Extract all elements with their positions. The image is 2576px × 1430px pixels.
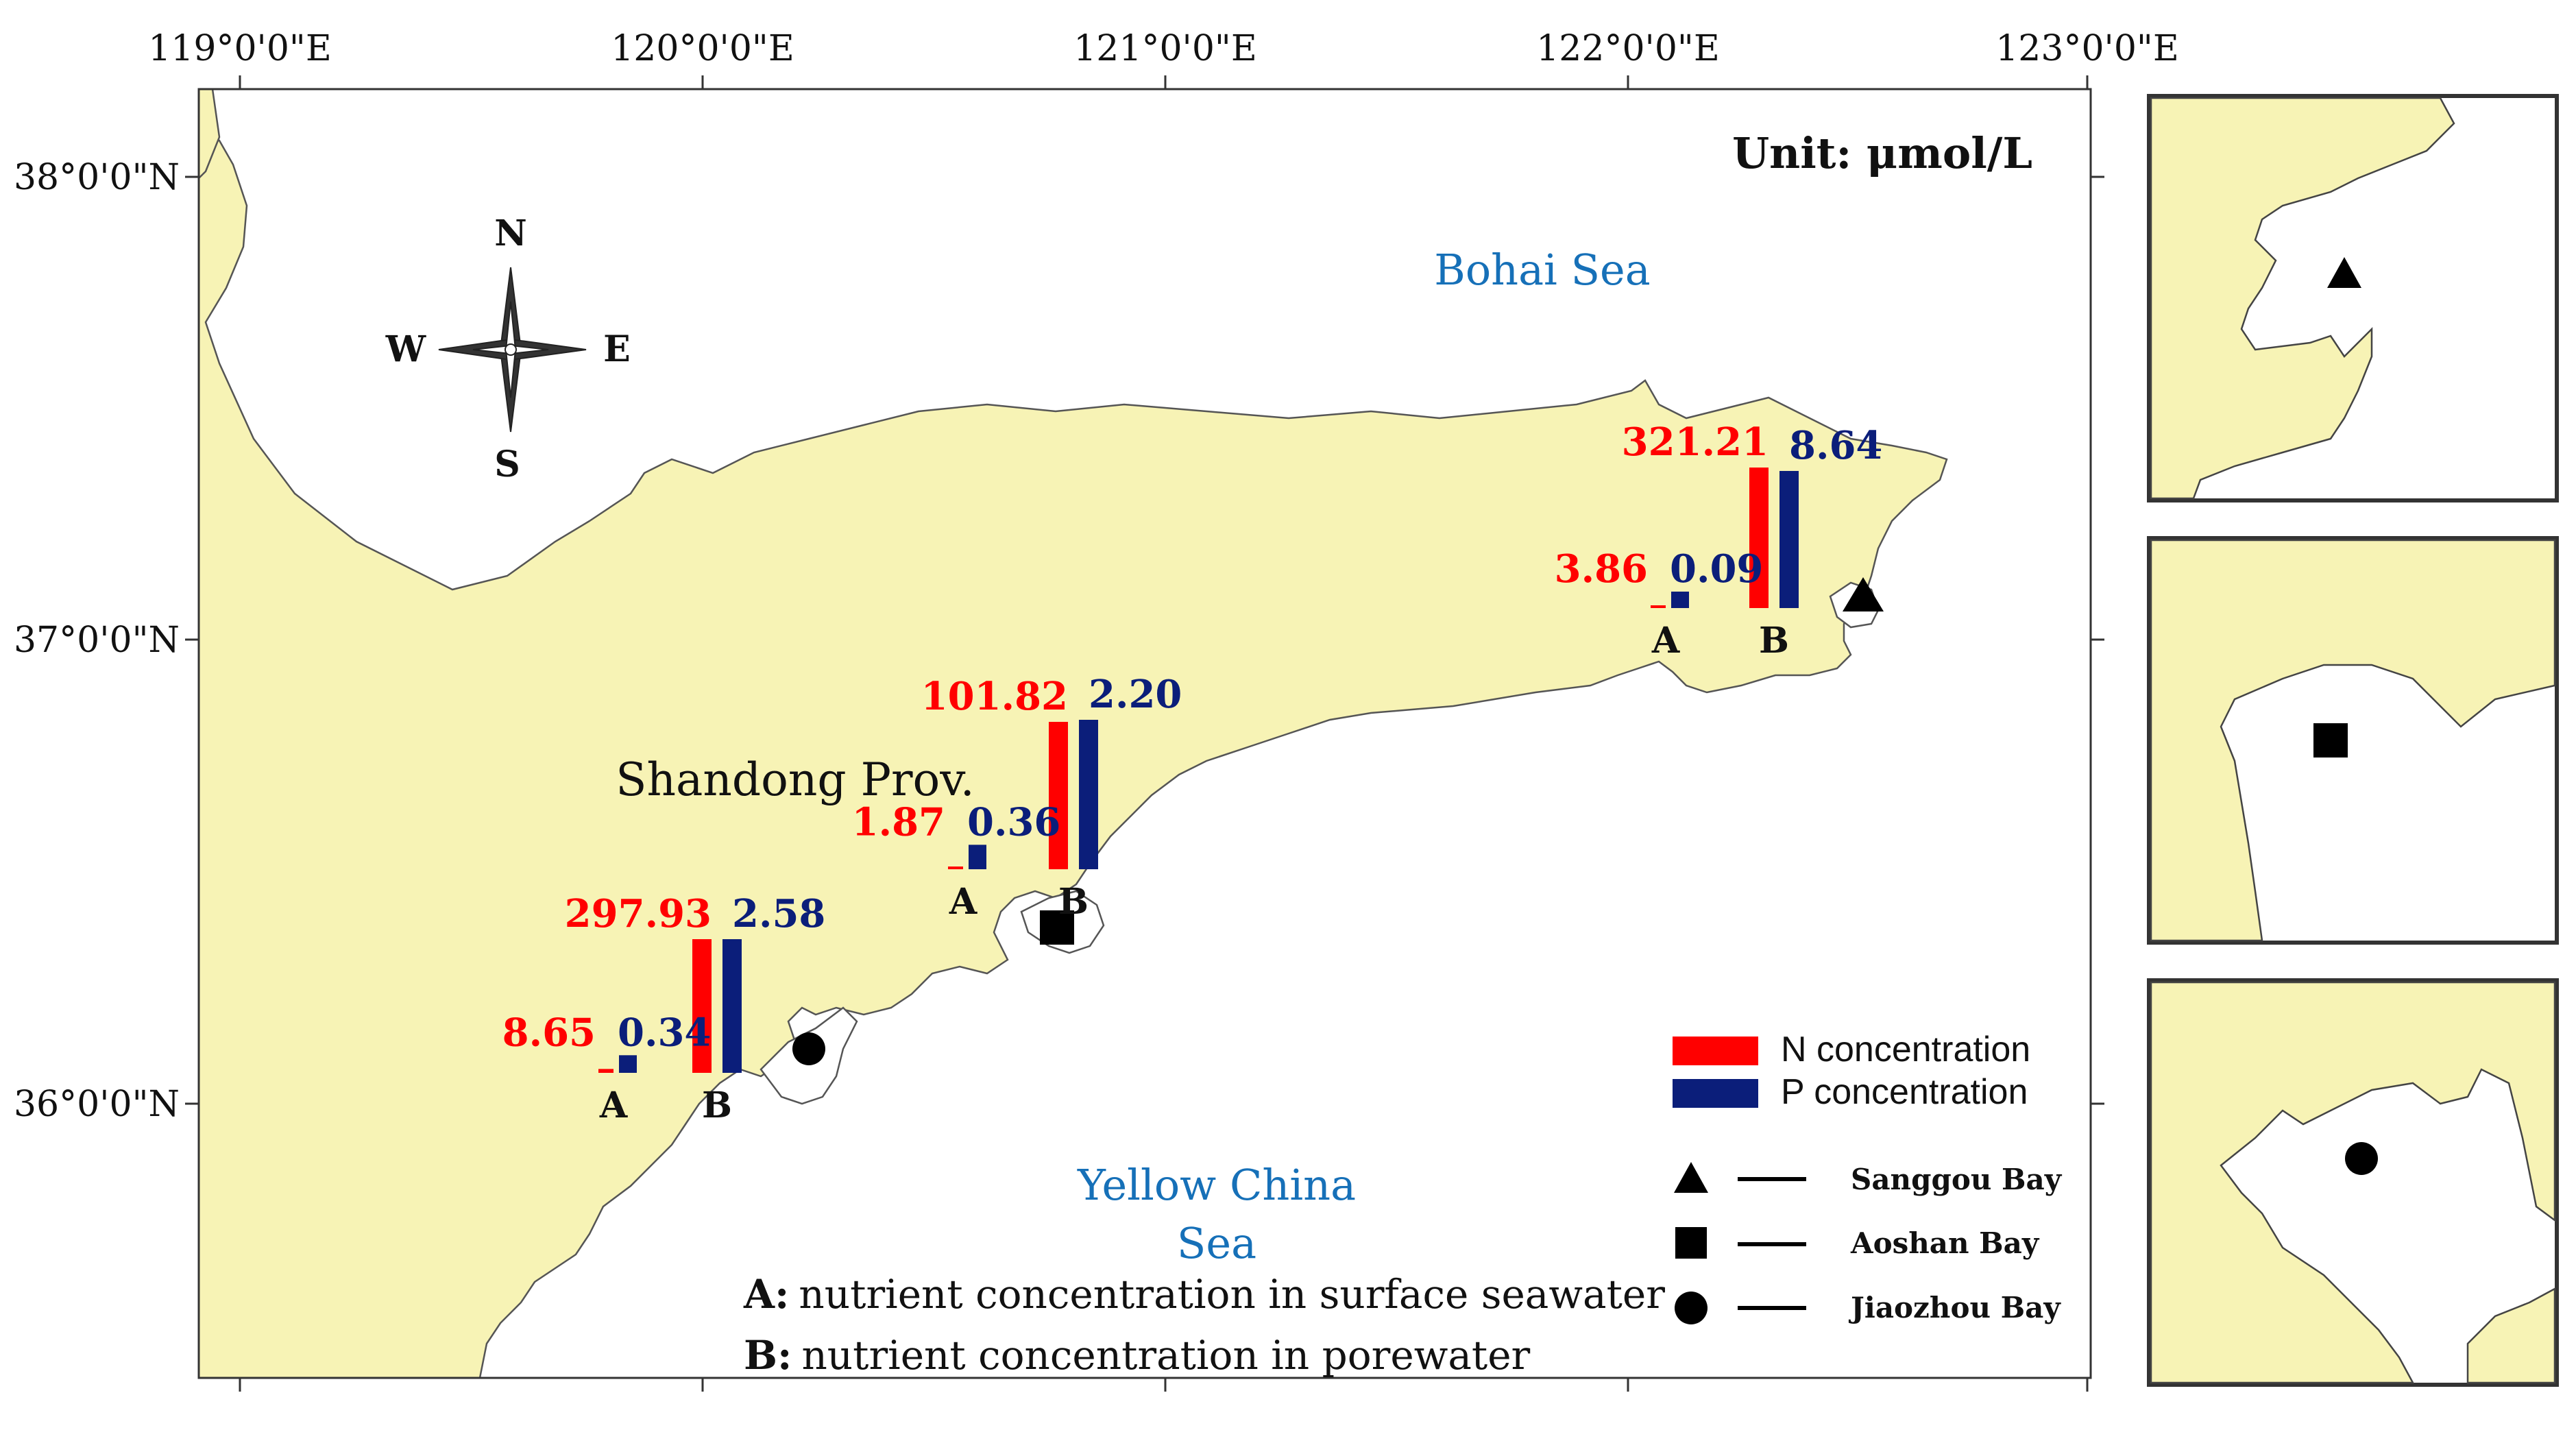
label-jiaozhou-bay-A-P: 0.34 (618, 1010, 711, 1055)
compass-n: N (494, 213, 527, 254)
note-b-key: B: (744, 1332, 792, 1379)
bar-jiaozhou-bay-A-N (598, 1069, 613, 1073)
site-legend-sanggou: Sanggou Bay (1851, 1163, 2063, 1196)
compass-star-icon (438, 267, 587, 433)
note-b: B: nutrient concentration in porewater (744, 1332, 1531, 1379)
lon-label-123: 123°0'0"E (1995, 28, 2179, 69)
bar-aoshan-bay-A-N (948, 867, 963, 869)
category-jiaozhou-bay-B: B (702, 1084, 732, 1126)
lon-label-122: 122°0'0"E (1536, 28, 1720, 69)
bar-sanggou-bay-B-P (1779, 471, 1799, 608)
jiaozhou-bay-circle-marker (792, 1032, 825, 1065)
bar-group-sanggou-bay: 3.86 0.09 321.21 8.64 A B (1555, 420, 1883, 662)
inset-aoshan (2147, 536, 2559, 945)
n-legend-label: N concentration (1781, 1030, 2030, 1069)
bar-jiaozhou-bay-A-P (619, 1055, 637, 1073)
p-legend-swatch (1673, 1079, 1758, 1108)
inset-sanggou (2147, 94, 2559, 502)
note-b-text: nutrient concentration in porewater (801, 1332, 1530, 1379)
bar-group-jiaozhou-bay: 8.65 0.34 297.93 2.58 A B (502, 891, 826, 1126)
compass-rose: N S E W (385, 213, 631, 485)
bar-aoshan-bay-A-P (969, 845, 986, 869)
map-frame (197, 88, 2092, 1379)
lat-label-38: 38°0'0"N (14, 157, 180, 198)
category-jiaozhou-bay-A: A (599, 1084, 628, 1126)
graticule-ticks (185, 75, 2104, 1392)
label-sanggou-bay-B-P: 8.64 (1789, 423, 1882, 468)
note-a-text: nutrient concentration in surface seawat… (799, 1271, 1665, 1318)
latitude-labels: 38°0'0"N 37°0'0"N 36°0'0"N (14, 157, 180, 1125)
lon-label-120: 120°0'0"E (611, 28, 794, 69)
shandong-label: Shandong Prov. (616, 753, 974, 806)
bar-sanggou-bay-A-N (1651, 605, 1666, 608)
compass-e: E (603, 328, 631, 370)
label-aoshan-bay-B-P: 2.20 (1089, 672, 1182, 717)
label-jiaozhou-bay-B-N: 297.93 (565, 891, 712, 936)
inset-jiaozhou-land (2150, 981, 2556, 1384)
lon-label-121: 121°0'0"E (1073, 28, 1257, 69)
unit-label: Unit: μmol/L (1732, 128, 2032, 178)
northwest-coast (199, 89, 221, 180)
inset-jiaozhou-circle-icon (2345, 1142, 2378, 1175)
longitude-labels: 119°0'0"E 120°0'0"E 121°0'0"E 122°0'0"E … (148, 28, 2179, 69)
site-markers (792, 577, 1884, 1065)
note-a: A: nutrient concentration in surface seaw… (743, 1271, 1665, 1318)
aoshan-bay-square-marker (1040, 910, 1074, 945)
label-jiaozhou-bay-A-N: 8.65 (502, 1010, 596, 1055)
label-sanggou-bay-A-N: 3.86 (1555, 546, 1648, 592)
yellow-sea-label-line1: Yellow China (1077, 1160, 1356, 1210)
site-legend-aoshan: Aoshan Bay (1850, 1226, 2040, 1260)
p-legend-label: P concentration (1781, 1072, 2028, 1112)
label-aoshan-bay-A-P: 0.36 (967, 799, 1060, 845)
nutrient-bars: 8.65 0.34 297.93 2.58 A B 1.87 0.36 101.82 2.20 A B… (502, 420, 1883, 1126)
bohai-sea-label: Bohai Sea (1434, 245, 1650, 295)
square-icon (1675, 1227, 1707, 1259)
label-sanggou-bay-B-N: 321.21 (1622, 420, 1769, 465)
site-legend: Sanggou Bay Aoshan Bay Jiaozhou Bay (1674, 1162, 2063, 1324)
category-aoshan-bay-B: B (1058, 881, 1089, 923)
label-jiaozhou-bay-B-P: 2.58 (732, 891, 825, 936)
bar-sanggou-bay-B-N (1749, 468, 1769, 608)
bar-sanggou-bay-A-P (1671, 592, 1689, 608)
bar-jiaozhou-bay-B-N (692, 939, 712, 1073)
bar-group-aoshan-bay: 1.87 0.36 101.82 2.20 A B (852, 672, 1182, 923)
category-aoshan-bay-A: A (949, 881, 977, 923)
compass-w: W (385, 328, 427, 370)
yellow-sea-label-line2: Sea (1177, 1218, 1256, 1268)
label-aoshan-bay-A-N: 1.87 (852, 799, 945, 845)
site-legend-jiaozhou: Jiaozhou Bay (1848, 1291, 2061, 1324)
np-legend: N concentration P concentration (1673, 1030, 2030, 1112)
lat-label-37: 37°0'0"N (14, 620, 180, 661)
triangle-icon (1674, 1162, 1708, 1193)
label-sanggou-bay-A-P: 0.09 (1670, 546, 1763, 592)
notes: A: nutrient concentration in surface seaw… (743, 1271, 1665, 1379)
inset-jiaozhou (2147, 978, 2559, 1387)
inset-sanggou-triangle-icon (2327, 257, 2361, 288)
inset-jiaozhou-south-land (2466, 1287, 2556, 1384)
sanggou-bay-triangle-marker (1843, 577, 1884, 611)
circle-icon (1675, 1292, 1708, 1324)
category-sanggou-bay-A: A (1651, 620, 1680, 662)
category-sanggou-bay-B: B (1759, 620, 1789, 662)
compass-s: S (494, 444, 520, 485)
inset-sanggou-land (2150, 97, 2455, 500)
note-a-key: A: (743, 1271, 789, 1318)
label-aoshan-bay-B-N: 101.82 (921, 674, 1068, 719)
bar-aoshan-bay-B-N (1049, 722, 1068, 869)
lat-label-36: 36°0'0"N (14, 1084, 180, 1125)
n-legend-swatch (1673, 1037, 1758, 1065)
bar-aoshan-bay-B-P (1079, 720, 1098, 869)
bar-jiaozhou-bay-B-P (722, 939, 742, 1073)
inset-aoshan-square-icon (2313, 723, 2348, 758)
lon-label-119: 119°0'0"E (148, 28, 332, 69)
inset-aoshan-land (2150, 539, 2556, 942)
